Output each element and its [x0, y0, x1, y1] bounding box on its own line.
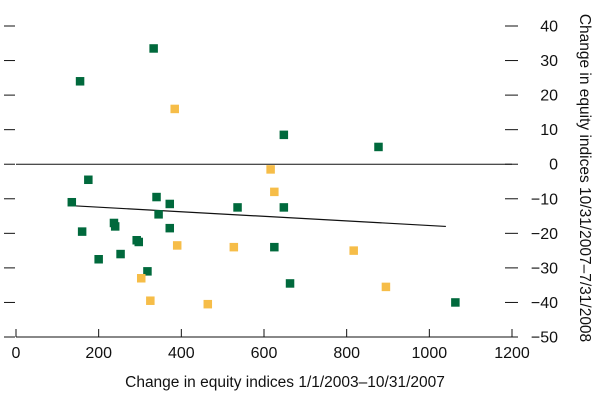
- data-point: [381, 282, 391, 292]
- x-axis-title: Change in equity indices 1/1/2003–10/31/…: [125, 374, 445, 391]
- trend-line: [71, 205, 446, 228]
- x-tick-label: 600: [251, 345, 278, 362]
- data-point: [149, 44, 158, 53]
- data-point: [152, 192, 161, 202]
- y-axis-title: Change in equity indices 10/31/2007–7/31…: [576, 14, 592, 342]
- data-point: [67, 197, 77, 207]
- data-point: [233, 203, 242, 212]
- data-point: [266, 165, 275, 174]
- x-tick-label: 200: [85, 345, 112, 362]
- y-tick-label: 0: [549, 157, 558, 174]
- data-point: [285, 279, 295, 288]
- data-point: [136, 274, 146, 283]
- data-point: [110, 222, 120, 231]
- data-point: [143, 267, 152, 276]
- axes: 0 200 400 600 800 1000 1200 40 30 20 10 0 −10 −20 −30 −…: [4, 19, 558, 362]
- y-tick-label: 20: [540, 88, 558, 105]
- data-point: [84, 175, 93, 185]
- x-tick-label: 800: [333, 345, 360, 362]
- data-point: [451, 298, 460, 307]
- data-point: [134, 237, 144, 247]
- data-point: [75, 77, 85, 86]
- data-point: [154, 210, 163, 219]
- y-tick-label: 10: [540, 122, 558, 139]
- x-tick-label: 400: [168, 345, 195, 362]
- data-point: [203, 299, 213, 309]
- y-tick-label: 30: [540, 53, 558, 70]
- y-tick-label: −50: [531, 330, 558, 347]
- data-point: [229, 242, 239, 252]
- data-point: [77, 227, 87, 236]
- data-point: [165, 199, 175, 209]
- data-point: [279, 130, 289, 140]
- x-tick-label: 0: [12, 345, 21, 362]
- data-point: [349, 246, 358, 255]
- data-points: [67, 44, 460, 309]
- data-point: [270, 187, 279, 197]
- data-point: [374, 142, 383, 152]
- x-tick-label: 1000: [412, 345, 448, 362]
- data-point: [116, 249, 125, 259]
- data-point: [279, 203, 289, 212]
- data-point: [146, 296, 155, 305]
- x-tick-label: 1200: [494, 345, 530, 362]
- y-tick-label: −20: [531, 226, 558, 243]
- data-point: [270, 242, 279, 252]
- data-point: [170, 104, 179, 114]
- reference-lines: [16, 163, 512, 228]
- data-point: [172, 241, 182, 250]
- y-tick-label: 40: [540, 19, 558, 36]
- y-tick-label: −30: [531, 260, 558, 277]
- data-point: [94, 255, 103, 264]
- data-point: [165, 223, 175, 233]
- y-tick-label: −40: [531, 295, 558, 312]
- y-tick-label: −10: [531, 191, 558, 208]
